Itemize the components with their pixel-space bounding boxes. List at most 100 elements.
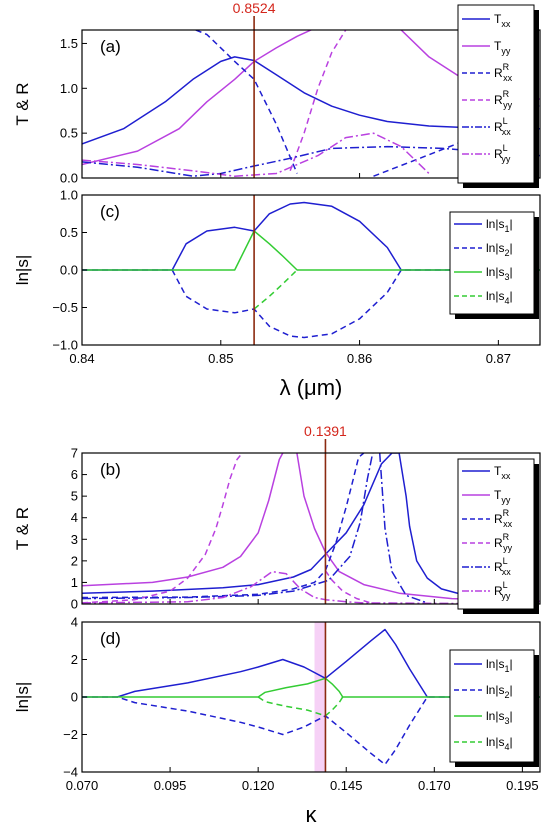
- series-line-rrxx-3: [82, 453, 365, 599]
- legend: Txx Tyy RR xx RR yy RL xx RL yy: [457, 4, 539, 188]
- legend-box: [457, 4, 535, 184]
- legend-entry: RR yy: [494, 89, 513, 110]
- series-line-rlyy-8: [82, 570, 540, 604]
- series-line-lns2-1: [82, 696, 540, 766]
- legend-entry: RL yy: [494, 143, 511, 164]
- panel-label: (a): [100, 37, 121, 56]
- series-line-lns4-3: [257, 696, 344, 717]
- legend-entry: RR xx: [494, 62, 513, 83]
- legend-entry: RL xx: [494, 116, 511, 137]
- legend: ln|s1| ln|s2| ln|s3| ln|s4|: [449, 211, 539, 319]
- marker-label: 0.1391: [304, 423, 347, 439]
- panel-b: 0.1391 0 1 2 3 4 5 6 7 (b) T & R Txx Tyy RR xx RR yy RL xx…: [13, 423, 541, 614]
- y-tick-label: 0.0: [60, 171, 78, 186]
- y-tick-label: 1.0: [60, 81, 78, 96]
- x-tick-label: 0.85: [208, 351, 233, 366]
- y-tick-label: −2: [63, 727, 78, 742]
- series-line-tyy-2: [296, 453, 540, 603]
- legend-entry: ln|s2|: [486, 241, 513, 258]
- panel-a: 0.8524 0.0 0.5 1.0 1.5 (a) T & R Txx Tyy RR xx RR yy…: [13, 0, 541, 188]
- series-line-txx-0: [82, 56, 540, 145]
- series-line-rryy-5: [324, 570, 386, 604]
- series-line-lns4-3: [253, 269, 298, 310]
- x-tick-label: 0.84: [69, 351, 94, 366]
- panel-label: (c): [100, 202, 120, 221]
- y-tick-label: 7: [71, 446, 78, 461]
- legend-entry: Txx: [494, 464, 511, 481]
- panel-label: (d): [100, 629, 121, 648]
- series-line-tyy-1: [82, 453, 284, 587]
- y-tick-label: 3: [71, 532, 78, 547]
- y-tick-label: 1: [71, 575, 78, 590]
- series-line-lns1-0: [82, 201, 540, 271]
- y-tick-label: 0: [71, 690, 78, 705]
- legend-entry: ln|s4|: [486, 289, 513, 306]
- legend-entry: RL xx: [494, 556, 511, 577]
- y-tick-label: 2: [71, 553, 78, 568]
- legend-box: [449, 649, 535, 763]
- series-line-rrxx-3: [195, 30, 298, 174]
- y-tick-label: −4: [63, 765, 78, 780]
- y-tick-label: 2: [71, 652, 78, 667]
- x-tick-label: 0.170: [418, 778, 451, 793]
- y-tick-label: 5: [71, 489, 78, 504]
- panel-c: −1.0 −0.5 0.0 0.5 1.0 0.84 0.85 0.86 0.87 (c) ln|s…: [13, 188, 541, 400]
- y-tick-label: 0.5: [60, 225, 78, 240]
- y-tick-label: 1.5: [60, 36, 78, 51]
- plot-frame: [81, 29, 541, 179]
- series-line-rlxx-7: [378, 453, 428, 604]
- series-line-lns2-1: [82, 269, 540, 339]
- x-axis-label: κ: [306, 802, 318, 827]
- shaded-band: [314, 622, 326, 772]
- legend-box: [449, 211, 535, 315]
- panel-label: (b): [100, 460, 121, 479]
- legend-entry: Txx: [494, 12, 511, 29]
- x-tick-label: 0.195: [506, 778, 539, 793]
- legend-box: [457, 458, 535, 610]
- y-tick-label: 4: [71, 615, 78, 630]
- legend-entry: Tyy: [494, 39, 511, 56]
- legend-entry: RL yy: [494, 580, 511, 601]
- x-tick-label: 0.120: [242, 778, 275, 793]
- legend-entry: ln|s1|: [486, 657, 513, 674]
- x-tick-label: 0.070: [66, 778, 99, 793]
- x-tick-label: 0.87: [486, 351, 511, 366]
- plot-area: [82, 453, 540, 604]
- series-line-rlxx-6: [82, 453, 374, 600]
- y-tick-label: −1.0: [52, 338, 78, 353]
- legend-entry: ln|s4|: [486, 735, 513, 752]
- series-line-rlxx-6: [82, 145, 540, 177]
- y-axis-label: ln|s|: [13, 255, 32, 286]
- x-tick-label: 0.86: [347, 351, 372, 366]
- legend: ln|s1| ln|s2| ln|s3| ln|s4|: [449, 649, 539, 767]
- legend-entry: ln|s1|: [486, 217, 513, 234]
- legend-entry: ln|s2|: [486, 683, 513, 700]
- plot-area: [82, 628, 540, 766]
- series-line-lns1-0: [82, 628, 540, 698]
- y-axis-label: T & R: [13, 507, 32, 550]
- y-tick-label: 4: [71, 510, 78, 525]
- series-line-txx-0: [82, 453, 540, 603]
- legend-entry: ln|s3|: [486, 709, 513, 726]
- series-line-rryy-5: [289, 30, 347, 172]
- y-axis-label: T & R: [13, 82, 32, 125]
- legend-entry: ln|s3|: [486, 265, 513, 282]
- legend-entry: RR xx: [494, 508, 513, 529]
- x-tick-label: 0.145: [330, 778, 363, 793]
- y-tick-label: 0.0: [60, 263, 78, 278]
- x-axis-label: λ (μm): [280, 375, 343, 400]
- y-tick-label: 0.5: [60, 126, 78, 141]
- series-line-rlyy-7: [82, 132, 430, 177]
- legend-entry: RR yy: [494, 532, 513, 553]
- x-tick-label: 0.095: [154, 778, 187, 793]
- series-line-rryy-4: [82, 453, 243, 604]
- y-tick-label: −0.5: [52, 300, 78, 315]
- y-axis-label: ln|s|: [13, 682, 32, 713]
- panel-d: −4 −2 0 2 4 0.070 0.095 0.120 0.145 0.170 0.195 (d)…: [13, 615, 541, 827]
- y-tick-label: 6: [71, 467, 78, 482]
- series-line-lns3-2: [82, 677, 540, 698]
- legend-entry: Tyy: [494, 488, 511, 505]
- y-tick-label: 1.0: [60, 188, 78, 203]
- plot-frame: [81, 452, 541, 605]
